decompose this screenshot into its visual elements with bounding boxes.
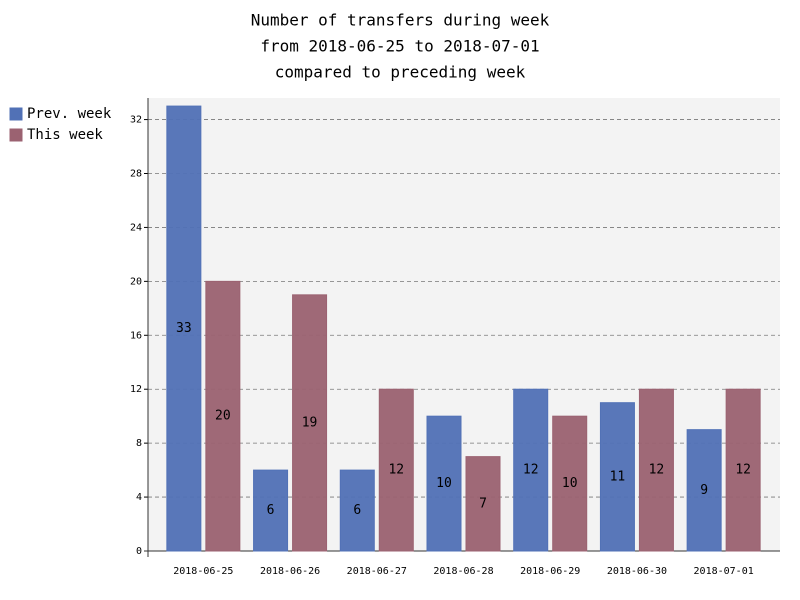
data-label: 12 [523,463,539,478]
x-tick-label: 2018-06-30 [607,566,667,577]
x-tick-label: 2018-06-26 [260,566,320,577]
data-label: 10 [436,476,452,491]
bar [686,429,722,552]
x-tick-label: 2018-06-29 [520,566,580,577]
bar [253,469,289,552]
legend-swatch [9,107,23,121]
y-tick-label: 16 [130,330,142,341]
data-label: 11 [610,469,626,484]
data-label: 20 [215,409,231,424]
x-tick-label: 2018-06-25 [173,566,233,577]
bar [599,402,635,552]
legend-label: This week [27,127,103,143]
y-tick-label: 24 [130,222,142,233]
y-tick-label: 4 [136,492,142,503]
chart-title: compared to preceding week [275,63,526,82]
data-label: 6 [267,503,275,518]
y-tick-label: 32 [130,115,142,126]
bar [166,105,202,552]
y-tick-label: 12 [130,384,142,395]
bar [513,388,549,552]
bar [465,456,501,552]
bar [378,388,414,552]
chart-title: from 2018-06-25 to 2018-07-01 [260,37,539,56]
bar [426,415,462,552]
data-label: 10 [562,476,578,491]
x-tick-label: 2018-07-01 [694,566,754,577]
bar [339,469,375,552]
bar [552,415,588,552]
data-label: 6 [353,503,361,518]
x-tick-label: 2018-06-28 [433,566,493,577]
data-label: 33 [176,321,192,336]
y-tick-label: 0 [136,546,142,557]
data-label: 12 [735,463,751,478]
data-label: 19 [302,415,318,430]
bar [725,388,761,552]
plot-area [148,98,780,551]
x-tick-label: 2018-06-27 [347,566,407,577]
data-label: 12 [649,463,665,478]
y-tick-label: 8 [136,438,142,449]
bar [292,294,328,552]
data-label: 7 [479,496,487,511]
bar [205,280,241,552]
data-label: 9 [700,483,708,498]
y-tick-label: 28 [130,169,142,180]
y-tick-label: 20 [130,276,142,287]
chart-title: Number of transfers during week [251,11,550,30]
legend-label: Prev. week [27,106,112,122]
bar [638,388,674,552]
data-label: 12 [388,463,404,478]
legend-swatch [9,128,23,142]
